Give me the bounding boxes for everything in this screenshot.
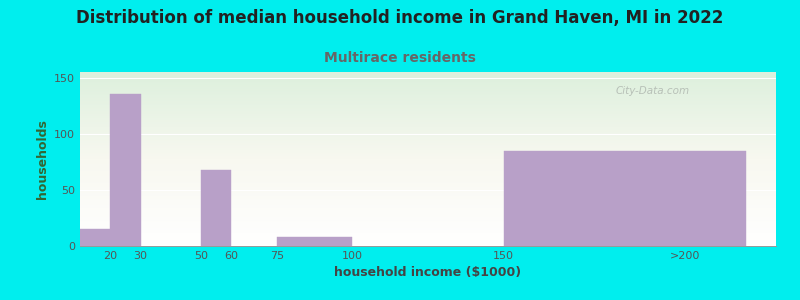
Bar xyxy=(110,94,141,246)
Bar xyxy=(277,237,352,246)
Bar xyxy=(504,151,746,246)
Text: Distribution of median household income in Grand Haven, MI in 2022: Distribution of median household income … xyxy=(76,9,724,27)
X-axis label: household income ($1000): household income ($1000) xyxy=(334,266,522,279)
Bar xyxy=(80,229,110,246)
Text: Multirace residents: Multirace residents xyxy=(324,51,476,65)
Text: City-Data.com: City-Data.com xyxy=(616,86,690,96)
Bar xyxy=(201,170,231,246)
Y-axis label: households: households xyxy=(35,119,49,199)
